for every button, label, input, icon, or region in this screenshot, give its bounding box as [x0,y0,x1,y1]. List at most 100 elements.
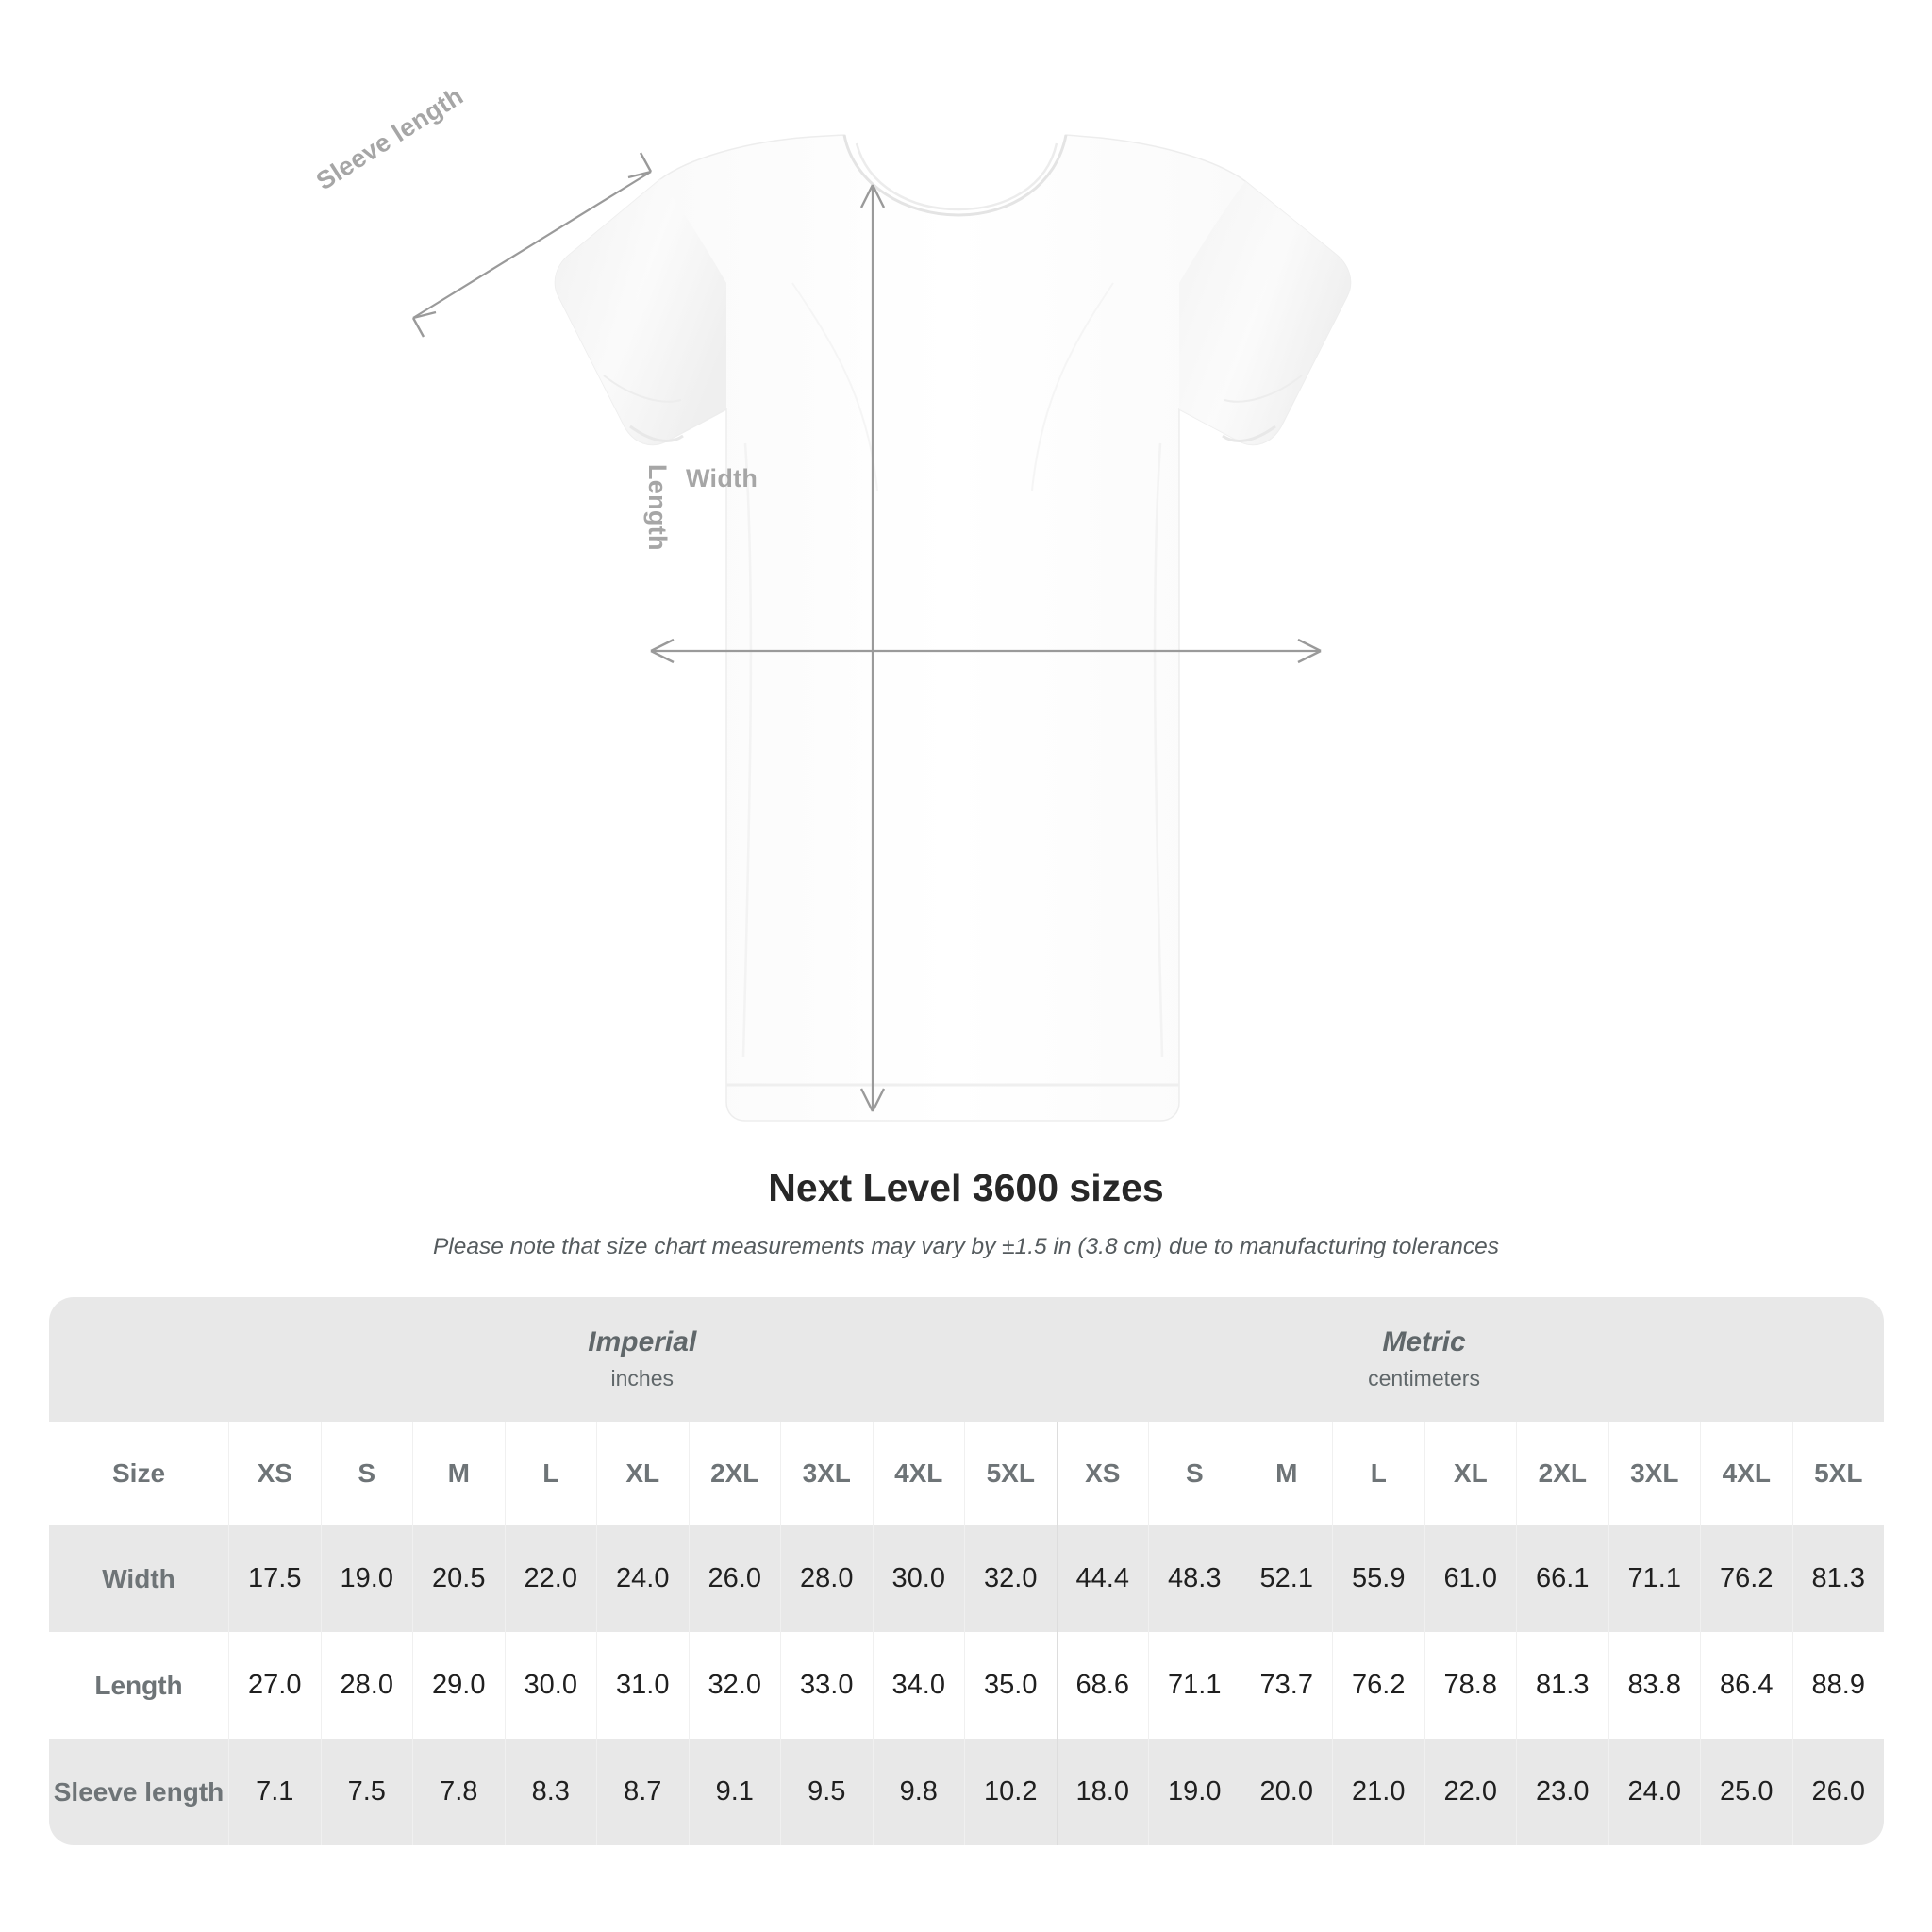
cell-length-imperial-s: 28.0 [320,1632,412,1739]
cell-sleeve-imperial-l: 8.3 [504,1739,596,1845]
size-table-wrapper: Imperial inches Metric centimeters Size … [49,1297,1885,1845]
cell-sleeve-metric-l: 21.0 [1332,1739,1424,1845]
length-diagram-label: Length [643,464,672,551]
cell-length-metric-5xl: 88.9 [1791,1632,1885,1739]
cell-length-imperial-2xl: 32.0 [688,1632,780,1739]
cell-width-metric-xs: 44.4 [1056,1525,1149,1632]
page-title: Next Level 3600 sizes [768,1166,1164,1209]
cell-width-imperial-5xl: 32.0 [964,1525,1057,1632]
size-header-imperial-xl: XL [596,1422,689,1525]
measurement-guides [411,152,1322,1112]
cell-length-imperial-xs: 27.0 [228,1632,321,1739]
size-header-metric-l: L [1332,1422,1424,1525]
cell-width-imperial-xs: 17.5 [228,1525,321,1632]
row-label-length: Length [49,1632,228,1739]
row-label-width: Width [49,1525,228,1632]
cell-length-imperial-m: 29.0 [412,1632,505,1739]
tshirt-illustration: Sleeve length Length Width [311,81,1352,1122]
size-header-metric-2xl: 2XL [1516,1422,1608,1525]
size-header-metric-3xl: 3XL [1607,1422,1701,1525]
cell-length-imperial-4xl: 34.0 [872,1632,964,1739]
cell-width-imperial-3xl: 28.0 [780,1525,873,1632]
cell-width-imperial-m: 20.5 [412,1525,505,1632]
size-header-imperial-4xl: 4XL [872,1422,964,1525]
cell-length-imperial-l: 30.0 [504,1632,596,1739]
size-header-imperial-s: S [320,1422,412,1525]
size-header-metric-4xl: 4XL [1700,1422,1792,1525]
unit-header-end [1791,1297,1885,1422]
cell-length-metric-xs: 68.6 [1056,1632,1149,1739]
cell-sleeve-metric-xs: 18.0 [1056,1739,1149,1845]
cell-sleeve-metric-s: 19.0 [1148,1739,1241,1845]
cell-length-metric-s: 71.1 [1148,1632,1241,1739]
size-header-metric-xs: XS [1056,1422,1149,1525]
unit-group-header-row: Imperial inches Metric centimeters [49,1297,1885,1422]
cell-width-metric-5xl: 81.3 [1791,1525,1885,1632]
unit-group-imperial-name: Imperial [588,1326,697,1357]
cell-sleeve-imperial-4xl: 9.8 [872,1739,964,1845]
table-row-sleeve-length: Sleeve length 7.1 7.5 7.8 8.3 8.7 9.1 9.… [49,1739,1885,1845]
tolerance-note: Please note that size chart measurements… [432,1234,1500,1260]
size-header-imperial-m: M [412,1422,505,1525]
cell-sleeve-metric-3xl: 24.0 [1607,1739,1701,1845]
cell-sleeve-metric-xl: 22.0 [1424,1739,1517,1845]
size-header-imperial-xs: XS [228,1422,321,1525]
size-header-imperial-l: L [504,1422,596,1525]
size-header-row: Size XS S M L XL 2XL 3XL 4XL 5XL XS S M … [49,1422,1885,1525]
unit-group-imperial: Imperial inches [228,1297,1057,1422]
cell-width-imperial-xl: 24.0 [596,1525,689,1632]
cell-sleeve-imperial-s: 7.5 [320,1739,412,1845]
size-header-imperial-5xl: 5XL [964,1422,1057,1525]
cell-width-metric-xl: 61.0 [1424,1525,1517,1632]
cell-width-metric-2xl: 66.1 [1516,1525,1608,1632]
cell-width-metric-3xl: 71.1 [1607,1525,1701,1632]
cell-width-metric-l: 55.9 [1332,1525,1424,1632]
cell-sleeve-imperial-m: 7.8 [412,1739,505,1845]
row-label-sleeve-length: Sleeve length [49,1739,228,1845]
cell-width-imperial-2xl: 26.0 [688,1525,780,1632]
table-row-width: Width 17.5 19.0 20.5 22.0 24.0 26.0 28.0… [49,1525,1885,1632]
size-header-metric-m: M [1240,1422,1333,1525]
cell-sleeve-metric-4xl: 25.0 [1700,1739,1792,1845]
cell-length-metric-l: 76.2 [1332,1632,1424,1739]
cell-length-imperial-3xl: 33.0 [780,1632,873,1739]
table-row-length: Length 27.0 28.0 29.0 30.0 31.0 32.0 33.… [49,1632,1885,1739]
size-header-imperial-3xl: 3XL [780,1422,873,1525]
title-block: Next Level 3600 sizes Please note that s… [0,1165,1932,1262]
cell-sleeve-imperial-xs: 7.1 [228,1739,321,1845]
cell-width-metric-s: 48.3 [1148,1525,1241,1632]
size-header-imperial-2xl: 2XL [688,1422,780,1525]
cell-length-imperial-xl: 31.0 [596,1632,689,1739]
cell-sleeve-imperial-3xl: 9.5 [780,1739,873,1845]
cell-sleeve-imperial-xl: 8.7 [596,1739,689,1845]
cell-width-metric-4xl: 76.2 [1700,1525,1792,1632]
cell-length-metric-m: 73.7 [1240,1632,1333,1739]
cell-length-metric-3xl: 83.8 [1607,1632,1701,1739]
size-header-label: Size [49,1422,228,1525]
cell-length-metric-4xl: 86.4 [1700,1632,1792,1739]
cell-sleeve-metric-2xl: 23.0 [1516,1739,1608,1845]
size-header-metric-5xl: 5XL [1791,1422,1885,1525]
cell-length-metric-xl: 78.8 [1424,1632,1517,1739]
cell-width-imperial-s: 19.0 [320,1525,412,1632]
size-table: Imperial inches Metric centimeters Size … [49,1297,1885,1845]
cell-width-imperial-4xl: 30.0 [872,1525,964,1632]
unit-header-spacer [49,1297,228,1422]
cell-sleeve-imperial-2xl: 9.1 [688,1739,780,1845]
width-diagram-label: Width [686,464,758,492]
unit-group-imperial-sub: inches [610,1365,674,1391]
shirt-body-shape [554,134,1352,1122]
cell-length-imperial-5xl: 35.0 [964,1632,1057,1739]
cell-sleeve-metric-m: 20.0 [1240,1739,1333,1845]
unit-group-metric-sub: centimeters [1368,1365,1480,1391]
size-header-metric-xl: XL [1424,1422,1517,1525]
cell-sleeve-metric-5xl: 26.0 [1791,1739,1885,1845]
tshirt-graphic [411,134,1352,1122]
cell-width-metric-m: 52.1 [1240,1525,1333,1632]
size-header-metric-s: S [1148,1422,1241,1525]
cell-length-metric-2xl: 81.3 [1516,1632,1608,1739]
cell-sleeve-imperial-5xl: 10.2 [964,1739,1057,1845]
cell-width-imperial-l: 22.0 [504,1525,596,1632]
unit-group-metric: Metric centimeters [1056,1297,1792,1422]
